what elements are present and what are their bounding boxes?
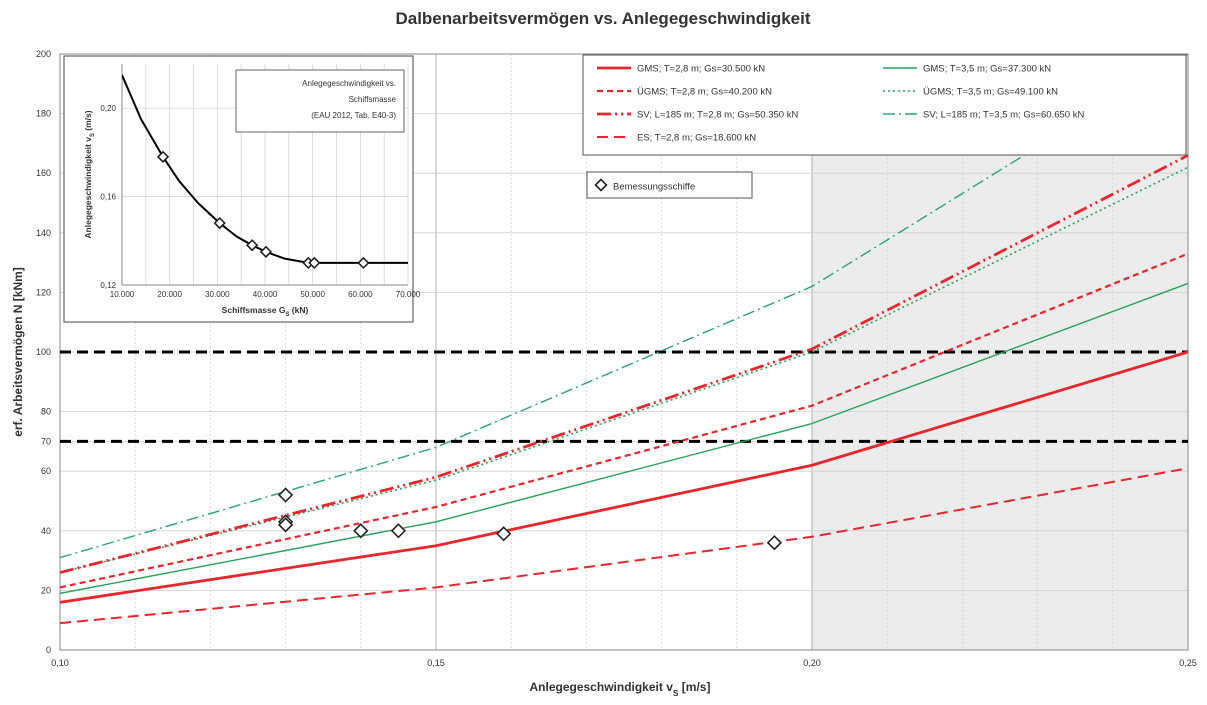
inset-x-tick-label: 70.000	[396, 290, 421, 299]
series-line-7	[60, 467, 1188, 625]
y-tick-label: 80	[41, 407, 51, 417]
y-tick-label: 140	[36, 228, 51, 238]
marker-legend-symbol	[594, 178, 608, 192]
legend-label-5: SV; L=185 m; T=2,8 m; Gs=50.350 kN	[637, 110, 798, 121]
design-ship-marker	[353, 523, 369, 539]
inset-x-tick-label: 30.000	[205, 290, 230, 299]
series-line-5	[60, 154, 1188, 574]
inset-marker	[308, 256, 321, 270]
inset-x-tick-label: 10.000	[110, 290, 135, 299]
inset-title-line: Schiffsmasse	[349, 95, 397, 104]
inset-x-axis-label: Schiffsmasse GS (kN)	[222, 305, 309, 318]
chart-title: Dalbenarbeitsvermögen vs. Anlegegeschwin…	[395, 9, 810, 28]
inset-title-line: Anlegegeschwindigkeit vs.	[302, 79, 396, 88]
series-line-1	[60, 350, 1188, 604]
inset-x-tick-label: 50.000	[300, 290, 325, 299]
x-tick-label: 0,25	[1179, 658, 1197, 668]
inset-marker	[357, 256, 370, 270]
inset-title-line: (EAU 2012, Tab. E40-3)	[311, 111, 396, 120]
series-line-6	[60, 54, 1188, 559]
inset-marker	[156, 150, 170, 163]
series-line-2	[60, 282, 1188, 595]
legend-box	[582, 54, 1187, 156]
inset-y-tick-label: 0,20	[100, 104, 116, 113]
legend-label-3: ÜGMS; T=2,8 m; Gs=40.200 kN	[637, 87, 772, 98]
x-tick-label: 0,20	[803, 658, 821, 668]
x-axis-label: Anlegegeschwindigkeit vS [m/s]	[530, 680, 711, 698]
legend-label-6: SV; L=185 m; T=3,5 m; Gs=60.650 kN	[923, 110, 1084, 121]
design-ship-markers	[277, 487, 783, 551]
y-tick-label: 160	[36, 168, 51, 178]
legend: GMS; T=2,8 m; Gs=30.500 kN GMS; T=3,5 m; …	[582, 54, 1187, 156]
inset-marker	[213, 216, 226, 230]
legend-label-7: ES; T=2,8 m; Gs=18.600 kN	[637, 133, 756, 144]
series-group	[60, 54, 1188, 625]
inset-x-tick-label: 20.000	[157, 290, 182, 299]
marker-legend-label: Bemessungsschiffe	[613, 182, 695, 193]
legend-label-2: GMS; T=3,5 m; Gs=37.300 kN	[923, 64, 1051, 75]
inset-y-tick-label: 0,12	[100, 281, 116, 290]
y-tick-label: 100	[36, 347, 51, 357]
inset-marker	[259, 245, 273, 258]
design-ship-marker	[277, 517, 294, 533]
y-tick-label: 40	[41, 526, 51, 536]
x-tick-label: 0,10	[51, 658, 69, 668]
design-ship-marker	[277, 487, 294, 503]
design-ship-marker	[766, 535, 783, 551]
legend-label-1: GMS; T=2,8 m; Gs=30.500 kN	[637, 64, 765, 75]
inset-title-box	[235, 69, 405, 133]
legend-label-4: ÜGMS; T=3,5 m; Gs=49.100 kN	[923, 87, 1058, 98]
inset-y-tick-label: 0,16	[100, 193, 116, 202]
design-ship-marker	[390, 523, 407, 539]
y-tick-label: 20	[41, 585, 51, 595]
series-line-4	[60, 166, 1188, 574]
inset-x-tick-label: 40.000	[253, 290, 278, 299]
y-tick-label: 200	[36, 49, 51, 59]
y-tick-label: 120	[36, 287, 51, 297]
y-axis-label: erf. Arbeitsvermögen N [kNm]	[11, 267, 25, 437]
x-tick-label: 0,15	[427, 658, 445, 668]
inset-y-axis-label: Anlegegeschwindigkeit vS (m/s)	[83, 110, 96, 238]
marker-legend-box	[586, 171, 753, 199]
design-ship-marker	[496, 526, 512, 542]
series-line-3	[60, 252, 1188, 589]
inset-x-tick-label: 60.000	[348, 290, 373, 299]
y-tick-label: 0	[46, 645, 51, 655]
inset-marker	[245, 239, 259, 252]
y-tick-label: 60	[41, 466, 51, 476]
y-tick-label: 70	[41, 436, 51, 446]
y-tick-label: 180	[36, 109, 51, 119]
